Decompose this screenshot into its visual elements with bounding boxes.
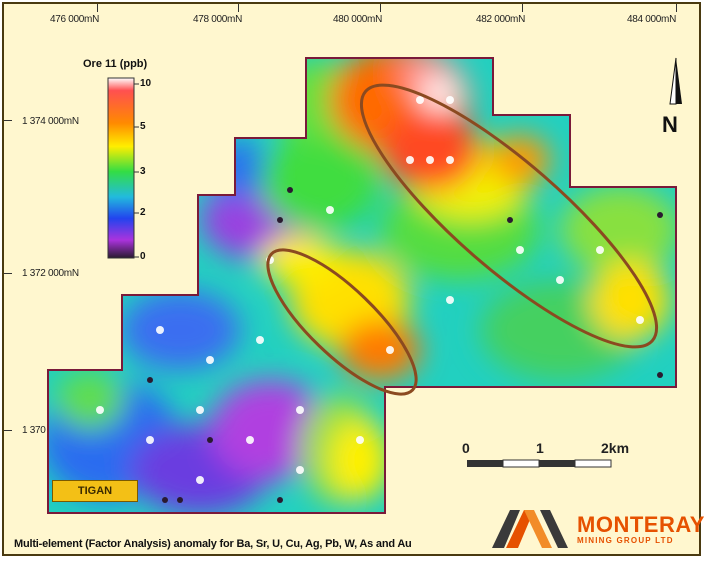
legend-color-bar	[107, 77, 135, 259]
brand-subtitle: MINING GROUP LTD	[577, 536, 674, 545]
easting-label: 476 000mN	[50, 14, 99, 25]
scale-bar	[467, 459, 612, 468]
scale-label: 1	[536, 440, 544, 456]
north-arrow-icon	[676, 58, 682, 104]
northing-label: 1 374 000mN	[22, 116, 79, 127]
easting-label: 480 000mN	[333, 14, 382, 25]
north-label: N	[662, 112, 678, 137]
northing-label: 1 372 000mN	[22, 268, 79, 279]
grid-tick	[4, 273, 12, 274]
legend-value: 3	[140, 166, 146, 177]
easting-label: 484 000mN	[627, 14, 676, 25]
map-caption: Multi-element (Factor Analysis) anomaly …	[14, 538, 412, 550]
grid-tick	[4, 430, 12, 431]
grid-tick	[676, 4, 677, 12]
anomaly-outline-large	[359, 83, 659, 349]
scale-label: 0	[462, 440, 470, 456]
scale-label: 2km	[601, 440, 630, 456]
grid-tick	[522, 4, 523, 12]
easting-label: 482 000mN	[476, 14, 525, 25]
legend-value: 5	[140, 121, 146, 132]
legend-value: 0	[140, 251, 146, 262]
grid-tick	[97, 4, 98, 12]
easting-label: 478 000mN	[193, 14, 242, 25]
monteray-logo-icon	[492, 510, 568, 548]
brand-name: MONTERAY	[577, 512, 705, 537]
legend-title: Ore 11 (ppb)	[83, 58, 148, 70]
grid-tick	[4, 120, 12, 121]
grid-tick	[380, 4, 381, 12]
survey-boundary	[47, 57, 677, 514]
grid-tick	[238, 4, 239, 12]
legend-value: 2	[140, 207, 146, 218]
anomaly-outline-small	[266, 248, 418, 396]
area-label-tigan: TIGAN	[52, 480, 138, 502]
legend-value: 10	[140, 78, 152, 89]
